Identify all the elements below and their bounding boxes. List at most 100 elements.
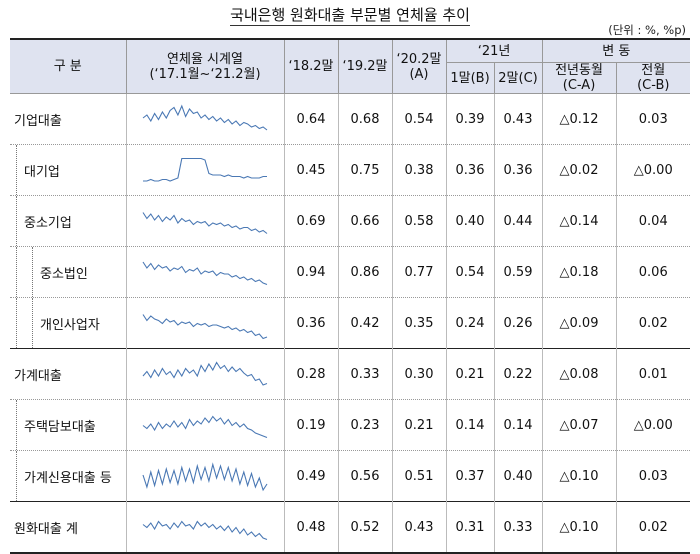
- header-sparkline: 연체율 시계열 (‘17.1월~‘21.2월): [125, 38, 284, 94]
- change-yoy: △0.18: [541, 246, 617, 298]
- row-label-cell: 가계대출: [10, 348, 126, 400]
- row-label: 개인사업자: [40, 317, 100, 333]
- unit-label: (단위 : %, %p): [608, 23, 686, 37]
- table-row: 주택담보대출 0.19 0.23 0.21 0.14 0.14 △0.07 △0.00: [10, 399, 691, 451]
- change-mom: △0.00: [615, 144, 691, 196]
- row-label-cell: 가계신용대출 등: [10, 450, 126, 502]
- sparkline-path: [142, 261, 268, 286]
- value-20: 0.30: [391, 348, 446, 400]
- row-label-cell: 중소기업: [10, 195, 126, 247]
- tree-guide-line: [16, 400, 17, 450]
- change-yoy: △0.14: [541, 195, 617, 247]
- sparkline: [142, 361, 268, 386]
- value-21-1: 0.40: [445, 195, 494, 247]
- header-change-mom: 전월 (C-B): [615, 62, 691, 94]
- tree-guide-line: [32, 298, 33, 348]
- change-mom: △0.00: [615, 399, 691, 451]
- value-21-2: 0.33: [493, 501, 543, 554]
- row-label: 가계신용대출 등: [24, 470, 112, 486]
- table-row: 중소기업 0.69 0.66 0.58 0.40 0.44 △0.14 0.04: [10, 195, 691, 247]
- header-change-yoy: 전년동월 (C-A): [541, 62, 617, 94]
- sparkline-path: [142, 314, 268, 340]
- value-21-2: 0.43: [493, 93, 543, 145]
- value-19: 0.68: [337, 93, 392, 145]
- table-row: 중소법인 0.94 0.86 0.77 0.54 0.59 △0.18 0.06: [10, 246, 691, 298]
- change-yoy: △0.08: [541, 348, 617, 400]
- value-18: 0.19: [283, 399, 338, 451]
- sparkline-path: [142, 415, 268, 439]
- sparkline-cell: [125, 93, 284, 145]
- sparkline: [142, 261, 268, 286]
- sparkline-cell: [125, 348, 284, 400]
- value-21-1: 0.54: [445, 246, 494, 298]
- sparkline: [142, 104, 268, 131]
- value-21-2: 0.59: [493, 246, 543, 298]
- change-mom: 0.02: [615, 501, 691, 554]
- change-yoy: △0.10: [541, 450, 617, 502]
- tree-guide-line: [16, 247, 17, 297]
- sparkline-path: [142, 462, 268, 492]
- header-category: 구 분: [10, 38, 126, 94]
- table-row: 대기업 0.45 0.75 0.38 0.36 0.36 △0.02 △0.00: [10, 144, 691, 196]
- change-yoy: △0.07: [541, 399, 617, 451]
- change-mom: 0.02: [615, 297, 691, 349]
- value-18: 0.48: [283, 501, 338, 554]
- value-20: 0.51: [391, 450, 446, 502]
- value-18: 0.64: [283, 93, 338, 145]
- value-19: 0.56: [337, 450, 392, 502]
- sparkline-path: [142, 361, 268, 386]
- change-mom: 0.01: [615, 348, 691, 400]
- row-label-cell: 중소법인: [10, 246, 126, 298]
- value-21-1: 0.21: [445, 348, 494, 400]
- sparkline-path: [142, 212, 268, 234]
- value-21-1: 0.24: [445, 297, 494, 349]
- sparkline: [142, 212, 268, 234]
- sparkline-path: [142, 104, 268, 131]
- value-18: 0.49: [283, 450, 338, 502]
- sparkline-cell: [125, 195, 284, 247]
- value-18: 0.45: [283, 144, 338, 196]
- value-21-2: 0.44: [493, 195, 543, 247]
- value-19: 0.75: [337, 144, 392, 196]
- value-21-2: 0.26: [493, 297, 543, 349]
- tree-guide-line: [16, 145, 17, 195]
- header-change: 변 동: [541, 38, 691, 63]
- change-mom: 0.03: [615, 93, 691, 145]
- table-row: 개인사업자 0.36 0.42 0.35 0.24 0.26 △0.09 0.02: [10, 297, 691, 349]
- value-21-2: 0.40: [493, 450, 543, 502]
- row-label-cell: 개인사업자: [10, 297, 126, 349]
- value-18: 0.94: [283, 246, 338, 298]
- value-21-1: 0.36: [445, 144, 494, 196]
- value-18: 0.28: [283, 348, 338, 400]
- row-label: 원화대출 계: [14, 521, 78, 537]
- header-19: ‘19.2말: [337, 38, 392, 94]
- table-row: 가계대출 0.28 0.33 0.30 0.21 0.22 △0.08 0.01: [10, 348, 691, 400]
- change-mom: 0.03: [615, 450, 691, 502]
- sparkline: [142, 462, 268, 492]
- value-18: 0.36: [283, 297, 338, 349]
- change-yoy: △0.10: [541, 501, 617, 554]
- row-label: 주택담보대출: [24, 419, 96, 435]
- sparkline-path: [142, 520, 268, 541]
- tree-guide-line: [16, 196, 17, 246]
- sparkline-path: [143, 157, 267, 182]
- change-yoy: △0.02: [541, 144, 617, 196]
- change-mom: 0.06: [615, 246, 691, 298]
- value-21-1: 0.37: [445, 450, 494, 502]
- sparkline-cell: [125, 399, 284, 451]
- header-21: ‘21년: [445, 38, 543, 63]
- header-20: ‘20.2말 (A): [391, 38, 446, 94]
- value-19: 0.42: [337, 297, 392, 349]
- tree-guide-line: [32, 247, 33, 297]
- tree-guide-line: [16, 298, 17, 348]
- value-20: 0.21: [391, 399, 446, 451]
- table-title: 국내은행 원화대출 부문별 연체율 추이: [230, 6, 470, 26]
- value-21-1: 0.14: [445, 399, 494, 451]
- row-label-cell: 대기업: [10, 144, 126, 196]
- change-yoy: △0.09: [541, 297, 617, 349]
- value-21-2: 0.14: [493, 399, 543, 451]
- sparkline: [142, 520, 268, 541]
- row-label-cell: 주택담보대출: [10, 399, 126, 451]
- row-label: 대기업: [24, 164, 60, 180]
- value-20: 0.77: [391, 246, 446, 298]
